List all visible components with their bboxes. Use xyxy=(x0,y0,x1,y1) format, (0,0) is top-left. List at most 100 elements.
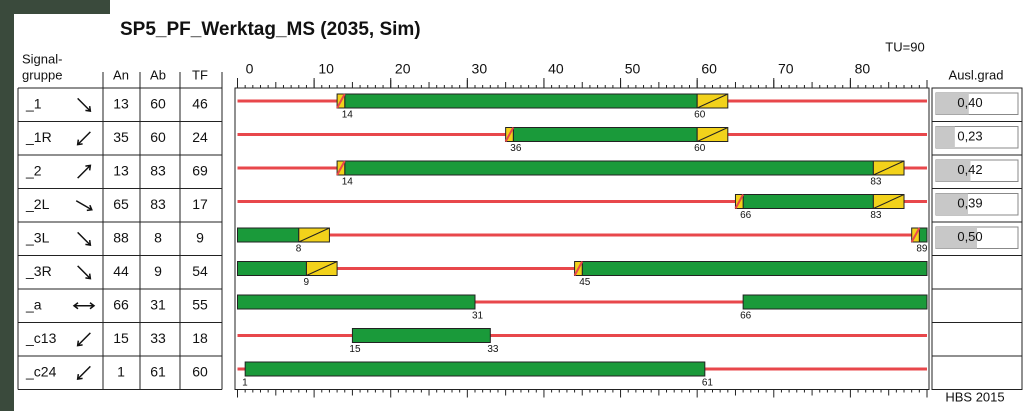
utilization: 0,40 xyxy=(957,95,982,110)
green-phase xyxy=(581,261,928,276)
cycle-label: TU=90 xyxy=(885,39,924,54)
arrow xyxy=(77,231,92,246)
end-label: 60 xyxy=(694,110,706,121)
arrow xyxy=(76,332,91,347)
background-strip xyxy=(0,0,14,411)
start-label: 66 xyxy=(740,311,752,322)
util-bar xyxy=(936,126,955,148)
on-time: 13 xyxy=(113,95,129,111)
tick-label: 70 xyxy=(778,61,794,77)
util-bar xyxy=(936,227,977,249)
util-bar xyxy=(936,193,968,215)
off-time: 60 xyxy=(150,95,166,111)
arrow xyxy=(75,200,93,212)
direction-icon xyxy=(76,131,91,146)
start-label: 1 xyxy=(242,378,248,389)
end-label: 8 xyxy=(296,244,302,255)
green-phase xyxy=(237,261,307,276)
start-label: 89 xyxy=(916,244,928,255)
utilization: 0,39 xyxy=(957,196,982,211)
title: SP5_PF_Werktag_MS (2035, Sim) xyxy=(120,19,421,40)
on-time: 44 xyxy=(113,263,129,279)
start-label: 66 xyxy=(740,210,752,221)
on-time: 65 xyxy=(113,196,129,212)
end-label: 33 xyxy=(487,344,499,355)
start-label: 14 xyxy=(342,177,354,188)
tick-label: 60 xyxy=(701,61,717,77)
amber-diag xyxy=(873,194,905,209)
green-phase xyxy=(237,294,476,310)
group: _2L xyxy=(25,196,50,212)
duration: 54 xyxy=(192,263,208,279)
utilization: 0,50 xyxy=(957,229,982,244)
direction-icon xyxy=(76,365,91,380)
duration: 46 xyxy=(192,95,208,111)
end-label: 31 xyxy=(472,311,484,322)
amber-diag xyxy=(696,127,729,142)
off-time: 83 xyxy=(150,162,166,178)
start-label: 36 xyxy=(510,143,522,154)
direction-icon xyxy=(77,97,92,112)
end-label: 83 xyxy=(870,177,882,188)
group: _1 xyxy=(25,95,42,111)
off-time: 61 xyxy=(150,363,166,379)
group: _2 xyxy=(25,162,42,178)
tick-label: 50 xyxy=(625,61,641,77)
on-time: 13 xyxy=(113,162,129,178)
green-phase xyxy=(344,160,874,176)
utilization: 0,42 xyxy=(957,162,982,177)
duration: 9 xyxy=(196,229,204,245)
start-label: 14 xyxy=(342,110,354,121)
tick-label: 20 xyxy=(395,61,411,77)
header: Ab xyxy=(150,67,166,82)
green-phase xyxy=(512,127,698,142)
group: _a xyxy=(25,296,42,312)
red-amber-diag xyxy=(336,160,346,176)
utilization: 0,23 xyxy=(957,129,982,144)
off-time: 8 xyxy=(154,229,162,245)
off-time: 33 xyxy=(150,330,166,346)
red-amber-diag xyxy=(573,261,584,276)
header: Ausl.grad xyxy=(949,67,1004,82)
green-phase xyxy=(918,227,928,243)
header: An xyxy=(113,67,129,82)
tick-label: 0 xyxy=(246,61,254,77)
start-label: 45 xyxy=(579,277,591,288)
arrow xyxy=(76,131,91,146)
duration: 60 xyxy=(192,363,208,379)
on-time: 66 xyxy=(113,296,129,312)
green-phase xyxy=(351,328,491,343)
background-strip xyxy=(0,0,110,14)
red-amber-diag xyxy=(734,194,745,209)
on-time: 1 xyxy=(117,363,125,379)
header: TF xyxy=(192,67,208,82)
group: _3L xyxy=(25,229,50,245)
group: _1R xyxy=(25,129,52,145)
arrow xyxy=(77,265,92,280)
direction-icon xyxy=(75,200,93,212)
green-phase xyxy=(742,194,874,209)
arrow xyxy=(72,302,96,310)
direction-icon xyxy=(77,164,92,179)
red-amber-diag xyxy=(504,127,515,142)
group: _3R xyxy=(25,263,52,279)
duration: 55 xyxy=(192,296,208,312)
amber-diag xyxy=(873,160,905,176)
util-bar xyxy=(936,93,969,115)
tick-label: 10 xyxy=(318,61,334,77)
amber-diag xyxy=(696,93,729,109)
off-time: 60 xyxy=(150,129,166,145)
end-label: 60 xyxy=(694,143,706,154)
footer: HBS 2015 xyxy=(945,389,1004,404)
tick-label: 40 xyxy=(548,61,564,77)
direction-icon xyxy=(72,302,96,310)
amber-diag xyxy=(298,227,330,243)
arrow xyxy=(77,164,92,179)
off-time: 9 xyxy=(154,263,162,279)
direction-icon xyxy=(76,332,91,347)
header: gruppe xyxy=(22,67,62,82)
end-label: 61 xyxy=(702,378,714,389)
direction-icon xyxy=(77,265,92,280)
on-time: 88 xyxy=(113,229,129,245)
